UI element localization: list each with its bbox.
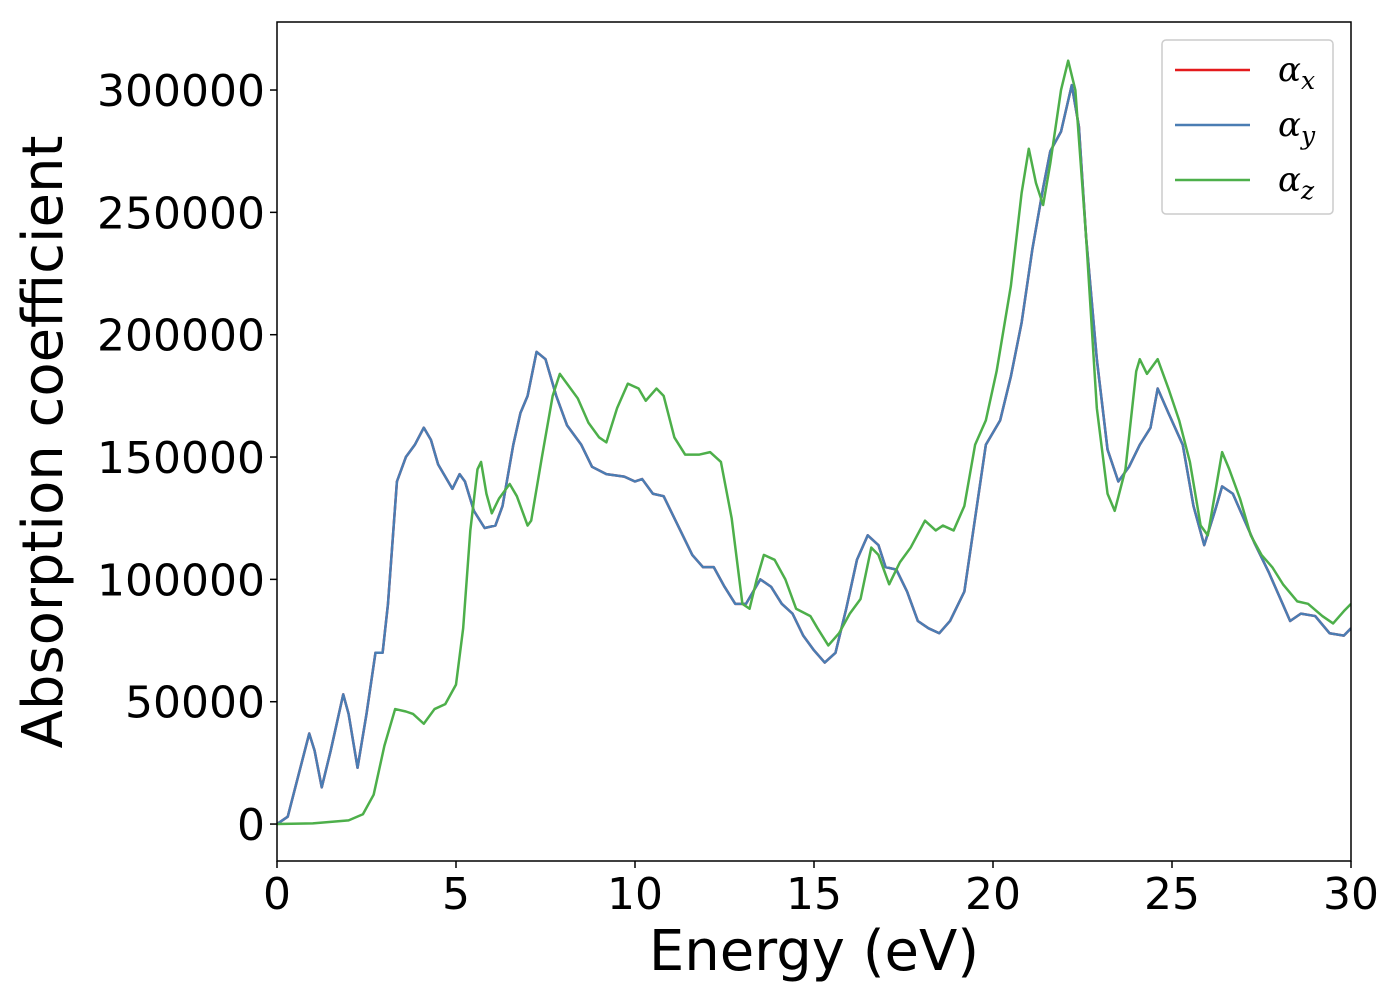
y-tick-label: 300000 <box>97 66 265 117</box>
x-tick-label: 5 <box>442 869 470 920</box>
x-tick-label: 10 <box>607 869 663 920</box>
y-tick-label: 50000 <box>125 678 265 729</box>
y-tick-label: 150000 <box>97 433 265 484</box>
x-tick-label: 0 <box>263 869 291 920</box>
plot-frame <box>276 21 1352 862</box>
x-tick-label: 30 <box>1323 869 1379 920</box>
y-tick-label: 0 <box>237 800 265 851</box>
legend-label: αy <box>1278 105 1316 150</box>
legend-box <box>1161 39 1334 215</box>
x-axis-label: Energy (eV) <box>649 919 979 984</box>
y-axis-label: Absorption coefficient <box>11 136 76 749</box>
x-tick-label: 15 <box>786 869 842 920</box>
y-tick-label: 250000 <box>97 188 265 239</box>
legend-label: αz <box>1278 160 1315 205</box>
x-tick-label: 25 <box>1144 869 1200 920</box>
legend-label: αx <box>1278 50 1315 95</box>
y-tick-label: 200000 <box>97 311 265 362</box>
series-line <box>277 83 1351 826</box>
y-tick-label: 100000 <box>97 555 265 606</box>
x-tick-label: 20 <box>965 869 1021 920</box>
series-line <box>277 59 1351 826</box>
